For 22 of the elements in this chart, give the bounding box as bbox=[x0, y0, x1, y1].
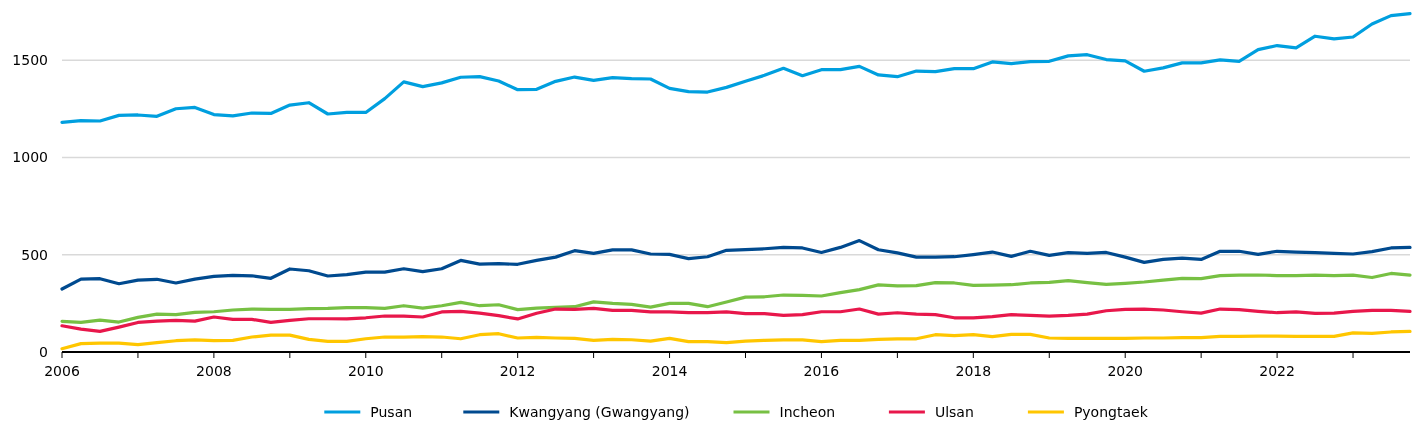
legend-label: Kwangyang (Gwangyang) bbox=[509, 404, 690, 420]
legend-label: Pyongtaek bbox=[1073, 404, 1149, 420]
line-series bbox=[60, 306, 1412, 333]
line-series bbox=[60, 12, 1412, 124]
y-tick-label: 1000 bbox=[12, 149, 48, 166]
y-tick-label: 500 bbox=[21, 246, 48, 263]
x-tick-label: 2022 bbox=[1259, 363, 1295, 379]
x-tick-label: 2010 bbox=[347, 363, 384, 379]
x-tick-label: 2012 bbox=[499, 363, 536, 379]
x-tick-label: 2020 bbox=[1107, 363, 1144, 379]
line-series bbox=[60, 271, 1412, 325]
y-tick-label: 0 bbox=[39, 343, 48, 360]
legend-label: Incheon bbox=[779, 404, 836, 420]
x-tick-label: 2006 bbox=[44, 363, 80, 379]
x-tick-label: 2014 bbox=[651, 363, 688, 379]
x-tick-label: 2008 bbox=[196, 363, 232, 379]
x-tick-label: 2018 bbox=[955, 363, 992, 379]
legend-label: Ulsan bbox=[934, 404, 974, 420]
y-tick-label: 1500 bbox=[12, 52, 48, 69]
line-series bbox=[60, 238, 1412, 291]
x-tick-label: 2016 bbox=[803, 363, 840, 379]
legend-label: Pusan bbox=[370, 404, 413, 420]
